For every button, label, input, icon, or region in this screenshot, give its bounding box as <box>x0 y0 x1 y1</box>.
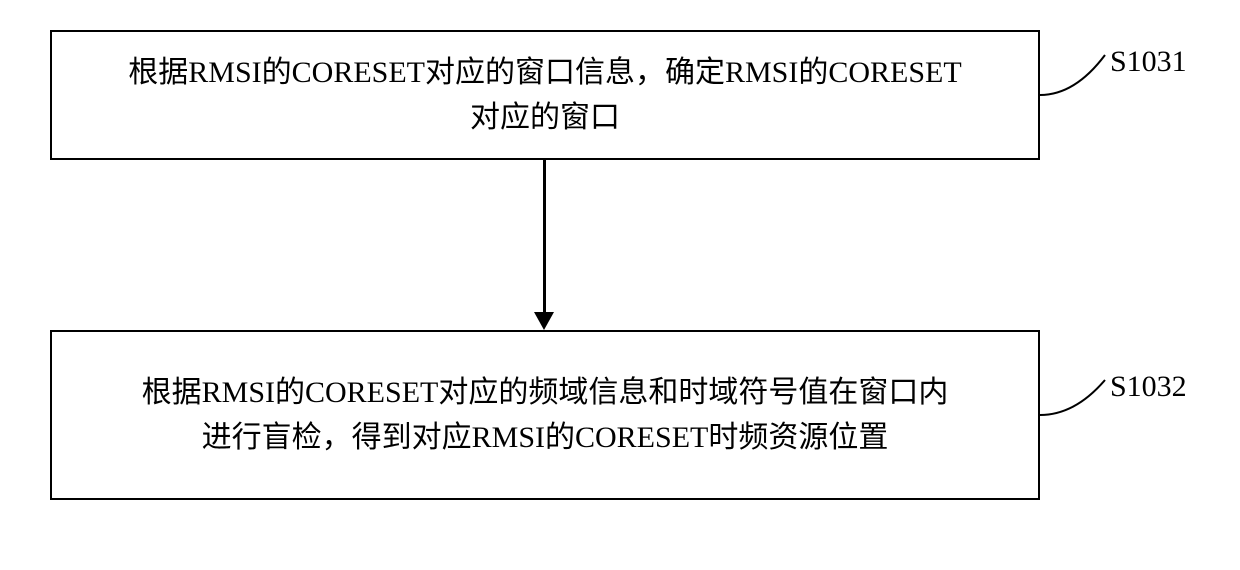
flow-step-2: 根据RMSI的CORESET对应的频域信息和时域符号值在窗口内 进行盲检，得到对… <box>50 330 1040 500</box>
flow-step-1-text: 根据RMSI的CORESET对应的窗口信息，确定RMSI的CORESET 对应的… <box>128 50 961 140</box>
flow-step-1: 根据RMSI的CORESET对应的窗口信息，确定RMSI的CORESET 对应的… <box>50 30 1040 160</box>
step-label-2: S1032 <box>1110 370 1187 404</box>
flow-step-2-line2: 进行盲检，得到对应RMSI的CORESET时频资源位置 <box>202 421 889 454</box>
flowchart-container: 根据RMSI的CORESET对应的窗口信息，确定RMSI的CORESET 对应的… <box>0 0 1240 570</box>
step-label-1: S1031 <box>1110 45 1187 79</box>
connector-curve-2 <box>1040 365 1115 425</box>
connector-curve-1 <box>1040 40 1115 100</box>
flow-step-1-line2: 对应的窗口 <box>470 101 620 134</box>
flow-step-2-line1: 根据RMSI的CORESET对应的频域信息和时域符号值在窗口内 <box>142 376 949 409</box>
arrow-line-1 <box>543 160 546 315</box>
flow-step-1-line1: 根据RMSI的CORESET对应的窗口信息，确定RMSI的CORESET <box>128 56 961 89</box>
arrow-head-1 <box>534 312 554 330</box>
flow-step-2-text: 根据RMSI的CORESET对应的频域信息和时域符号值在窗口内 进行盲检，得到对… <box>142 370 949 460</box>
